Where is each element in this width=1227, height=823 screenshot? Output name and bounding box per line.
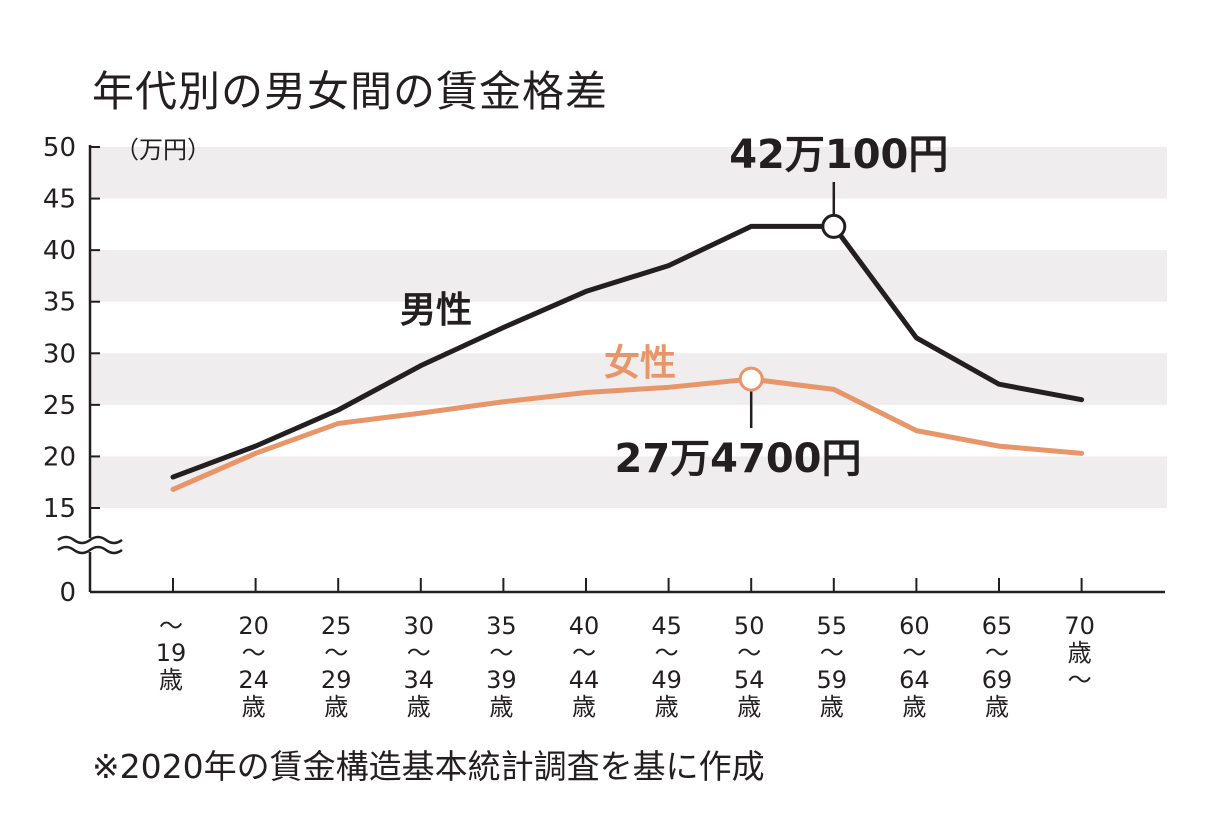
x-tick-label: 〜 xyxy=(324,639,348,667)
x-tick-label: 歳 xyxy=(324,693,348,721)
y-tick-label: 40 xyxy=(43,236,76,266)
x-tick-label: 34 xyxy=(404,666,435,694)
x-tick-label: 29 xyxy=(321,666,352,694)
x-tick-label: 〜 xyxy=(572,639,596,667)
band xyxy=(90,456,1167,508)
x-tick-label: 歳 xyxy=(489,693,513,721)
x-tick-label: 〜 xyxy=(242,639,266,667)
x-tick-label: 歳 xyxy=(159,666,183,694)
x-tick-label: 30 xyxy=(404,612,435,640)
y-unit-label: （万円） xyxy=(115,136,211,164)
x-tick-label: 69 xyxy=(982,666,1013,694)
x-tick-label: 〜 xyxy=(820,639,844,667)
y-axis-ticks: 50 45 40 35 30 25 20 15 0 （万円） xyxy=(43,133,211,608)
series-name-label: 女性 xyxy=(604,343,676,384)
series-lines xyxy=(170,223,1085,492)
series-name-label: 男性 xyxy=(400,290,472,331)
x-tick-label: 60 xyxy=(899,612,930,640)
band xyxy=(90,147,1167,199)
axis-break-wave xyxy=(57,535,123,545)
x-tick-label: 歳 xyxy=(902,693,926,721)
x-tick-label: 歳 xyxy=(985,693,1009,721)
x-tick-label: 19 xyxy=(156,639,187,667)
x-tick-label: 35 xyxy=(486,612,517,640)
source-note: ※2020年の賃金構造基本統計調査を基に作成 xyxy=(92,747,765,786)
x-tick-label: 45 xyxy=(651,612,682,640)
y-tick-label: 50 xyxy=(43,133,76,163)
x-tick-label: 歳 xyxy=(655,693,679,721)
x-tick-label: 49 xyxy=(651,666,682,694)
x-tick-label: 歳 xyxy=(242,693,266,721)
background-bands xyxy=(90,147,1167,508)
x-tick-label: 歳 xyxy=(1068,639,1092,667)
y-tick-label: 25 xyxy=(43,391,76,421)
y-tick-label: 45 xyxy=(43,185,76,215)
y-tick-label: 0 xyxy=(59,578,76,608)
x-tick-label: 70 xyxy=(1064,612,1095,640)
x-tick-label: 〜 xyxy=(1068,666,1092,694)
x-tick-label: 25 xyxy=(321,612,352,640)
x-tick-label: 54 xyxy=(734,666,765,694)
x-tick-label: 65 xyxy=(982,612,1013,640)
x-tick-label: 〜 xyxy=(902,639,926,667)
y-tick-label: 20 xyxy=(43,442,76,472)
series-line-1 xyxy=(170,376,1085,492)
x-tick-label: 歳 xyxy=(820,693,844,721)
x-tick-label: 歳 xyxy=(407,693,431,721)
x-tick-label: 24 xyxy=(238,666,269,694)
peak-label: 42万100円 xyxy=(729,132,948,178)
series-line-0 xyxy=(170,223,1085,480)
x-tick-label: 44 xyxy=(569,666,600,694)
y-tick-label: 30 xyxy=(43,339,76,369)
x-tick-label: 20 xyxy=(238,612,269,640)
x-tick-label: 歳 xyxy=(572,693,596,721)
y-tick-label: 15 xyxy=(43,494,76,524)
x-tick-label: 55 xyxy=(817,612,848,640)
x-tick-label: 〜 xyxy=(737,639,761,667)
x-tick-label: 40 xyxy=(569,612,600,640)
y-tick-label: 35 xyxy=(43,288,76,318)
peak-marker xyxy=(738,366,764,392)
x-tick-label: 59 xyxy=(817,666,848,694)
x-tick-label: 〜 xyxy=(407,639,431,667)
x-tick-label: 〜 xyxy=(159,612,183,640)
x-tick-label: 50 xyxy=(734,612,765,640)
x-tick-label: 64 xyxy=(899,666,930,694)
axis-break-wave xyxy=(57,545,123,555)
axes xyxy=(57,145,1165,594)
x-tick-label: 39 xyxy=(486,666,517,694)
x-tick-label: 歳 xyxy=(737,693,761,721)
x-tick-label: 〜 xyxy=(985,639,1009,667)
x-axis-ticks: 〜19歳20〜24歳25〜29歳30〜34歳35〜39歳40〜44歳45〜49歳… xyxy=(156,578,1095,721)
x-tick-label: 〜 xyxy=(655,639,679,667)
peak-marker xyxy=(821,213,847,239)
x-tick-label: 〜 xyxy=(489,639,513,667)
chart-title: 年代別の男女間の賃金格差 xyxy=(92,67,609,116)
peak-label: 27万4700円 xyxy=(615,436,862,482)
